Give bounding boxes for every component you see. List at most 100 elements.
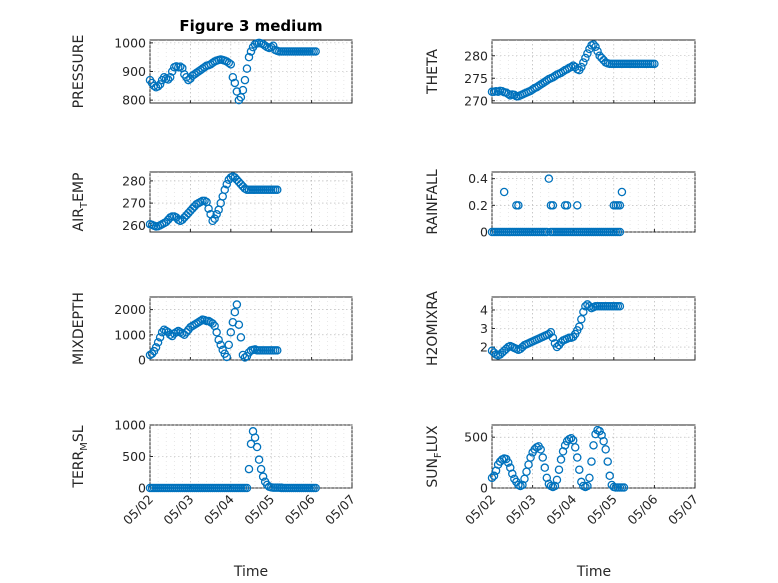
data-point (581, 53, 590, 63)
data-point (548, 333, 558, 343)
data-point (273, 346, 282, 355)
x-tick-label: 05/07 (665, 492, 701, 528)
data-point (151, 343, 161, 352)
y-tick-label: 500 (464, 430, 488, 445)
data-point (542, 227, 552, 237)
y-tick-label: 0 (138, 353, 146, 368)
y-tick-label: 0 (138, 481, 146, 496)
data-point (577, 62, 586, 72)
data-point (508, 469, 517, 479)
data-point (503, 458, 513, 467)
data-point (268, 41, 278, 50)
x-axis-label-right: Time (576, 564, 611, 580)
data-point (204, 204, 213, 213)
y-tick-label: 260 (122, 218, 146, 233)
data-point (593, 47, 602, 56)
data-point (240, 353, 250, 362)
x-tick-label: 05/02 (120, 492, 156, 528)
axes-frame (491, 171, 696, 233)
data-point (499, 187, 509, 197)
data-point (254, 455, 264, 464)
data-point (226, 328, 236, 337)
series-markers (145, 38, 320, 105)
data-point (258, 472, 268, 481)
data-point (562, 65, 572, 74)
data-point (587, 457, 596, 466)
data-point (155, 333, 165, 342)
data-point (234, 320, 244, 329)
data-point (163, 75, 173, 84)
y-axis-label: PRESSURE (71, 35, 87, 109)
data-point (599, 437, 608, 446)
y-tick-label: 0.2 (468, 198, 488, 213)
data-point (224, 58, 234, 68)
data-point (577, 314, 586, 324)
data-point (583, 481, 592, 491)
axes-frame (491, 424, 696, 489)
data-point (526, 453, 535, 462)
data-point (617, 187, 627, 197)
data-point (311, 483, 320, 493)
data-point (273, 185, 282, 195)
y-axis-label-suffix: EMP (71, 173, 87, 202)
y-axis-label-main: TERR (71, 450, 87, 488)
y-axis-label-main: THETA (425, 49, 441, 95)
data-point (222, 179, 232, 189)
data-point (589, 441, 598, 450)
y-axis-label: MIXDEPTH (71, 292, 87, 365)
data-point (238, 85, 248, 95)
data-point (589, 40, 598, 49)
y-axis-label-main: SUN (425, 458, 441, 488)
data-point (510, 90, 519, 100)
series-markers (487, 425, 629, 492)
series-markers (487, 40, 659, 101)
data-point (573, 201, 582, 210)
data-point (216, 340, 225, 350)
series-markers (487, 300, 625, 360)
data-point (212, 209, 221, 219)
data-point (224, 340, 234, 350)
data-point (615, 302, 625, 311)
y-tick-label: 800 (122, 93, 146, 108)
data-point (228, 72, 238, 82)
data-point (585, 302, 594, 311)
data-point (544, 174, 554, 183)
y-tick-label: 270 (464, 93, 488, 108)
y-tick-label: 275 (464, 71, 488, 86)
data-point (650, 59, 659, 69)
data-point (244, 464, 254, 474)
data-point (503, 89, 513, 99)
data-point (210, 214, 219, 223)
x-tick-label: 05/05 (241, 492, 277, 528)
data-point (595, 426, 604, 436)
x-axis-label-left: Time (233, 564, 268, 580)
data-point (244, 52, 254, 62)
y-axis-label: TERRMSL (71, 425, 90, 488)
data-point (558, 67, 568, 76)
data-point (208, 319, 217, 328)
data-point (149, 81, 159, 91)
series-markers (145, 300, 282, 362)
data-point (246, 47, 256, 56)
data-point (212, 328, 221, 337)
data-point (601, 445, 610, 454)
y-tick-label: 280 (464, 48, 488, 63)
y-axis-label-subscript: M (79, 442, 90, 451)
y-tick-label: 1000 (114, 418, 146, 433)
y-tick-label: 3 (480, 321, 488, 336)
data-point (167, 67, 177, 76)
figure-title: Figure 3 medium (179, 17, 322, 35)
x-tick-label: 05/04 (201, 491, 237, 527)
subplot-h2omixra: 2 3 4 H2OMIXRA (425, 291, 696, 366)
y-axis-label: AIRTEMP (71, 173, 90, 232)
y-axis-label-main: AIR (71, 208, 87, 232)
data-point (591, 42, 600, 52)
x-tick-label: 05/05 (584, 492, 620, 528)
y-axis-label-suffix: SL (71, 425, 87, 442)
data-point (214, 335, 223, 345)
data-point (236, 333, 246, 342)
subplot-pressure: 800 900 1000 PRESSURE (71, 35, 353, 109)
subplot-theta: 270 275 280 THETA (425, 39, 696, 108)
data-point (165, 72, 175, 82)
